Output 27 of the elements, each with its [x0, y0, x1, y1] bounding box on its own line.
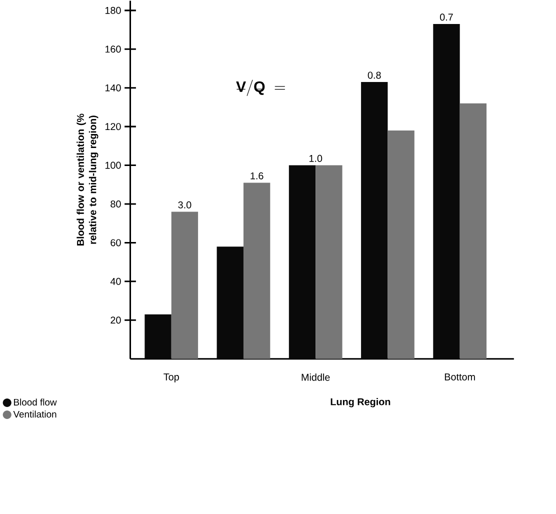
annotation: 1.0: [309, 155, 322, 162]
y-tick-label: 140: [105, 84, 121, 92]
y-tick-label: 120: [105, 123, 121, 130]
annotation: 0.8: [368, 72, 381, 79]
y-axis-title: Blood flow or ventilation (% relative to mid-lung region): [76, 114, 98, 246]
x-axis-title: Lung Region: [330, 398, 390, 408]
x-tick-label: Middle: [302, 374, 330, 381]
annotation: $\mathbf{\dot{V}/\dot{Q}\ =}$: [236, 80, 286, 96]
y-tick-label: 160: [105, 46, 121, 53]
y-tick-label: 40: [110, 278, 121, 286]
y-tick-label: 180: [105, 7, 121, 14]
x-tick-label: Bottom: [444, 374, 475, 381]
annotation: 0.7: [440, 14, 453, 21]
bar: [460, 104, 487, 359]
bar: [171, 212, 198, 359]
y-tick-label: 100: [105, 162, 121, 169]
bar: [243, 182, 270, 359]
x-tick-label: Top: [164, 374, 179, 383]
y-tick-label: 20: [110, 316, 121, 324]
annotation: 3.0: [178, 202, 192, 209]
legend-label: Blood flow: [14, 398, 57, 406]
y-tick-label: 80: [110, 200, 121, 208]
annotation: 1.6: [250, 172, 264, 180]
legend-label: Ventilation: [13, 410, 56, 418]
bar: [388, 130, 414, 359]
bar: [316, 165, 342, 359]
y-tick-label: 60: [110, 239, 121, 246]
